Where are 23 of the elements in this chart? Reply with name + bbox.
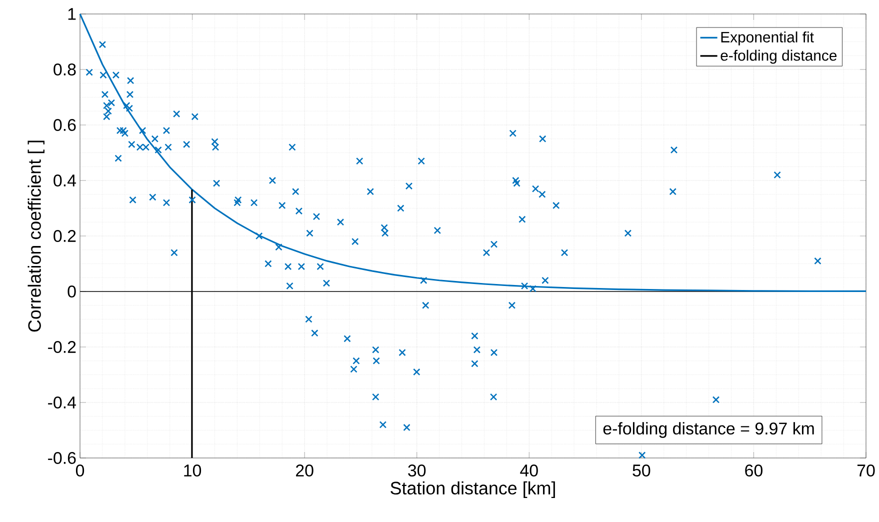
x-tick-label: 10 xyxy=(184,464,202,477)
y-tick-label: 0 xyxy=(68,285,76,298)
y-tick-label: -0.4 xyxy=(48,396,76,408)
x-tick-label: 30 xyxy=(408,464,426,477)
y-axis-title: Correlation coefficient [ ] xyxy=(28,140,44,332)
legend-label: e-folding distance xyxy=(720,50,837,64)
legend-label: Exponential fit xyxy=(721,31,814,46)
y-tick-label: 0.6 xyxy=(54,118,76,131)
x-tick-label: 50 xyxy=(632,464,650,477)
x-tick-label: 20 xyxy=(296,464,314,477)
y-tick-label: 1 xyxy=(68,8,76,20)
annotation: e-folding distance = 9.97 km xyxy=(603,422,814,438)
line-series xyxy=(79,13,867,292)
y-tick-label: 0.4 xyxy=(54,174,76,186)
y-tick-label: -0.6 xyxy=(48,452,76,464)
x-tick-label: 40 xyxy=(520,464,538,477)
y-tick-label: 0.2 xyxy=(54,230,76,242)
x-axis-title: Station distance [km] xyxy=(390,481,555,498)
x-tick-label: 0 xyxy=(76,464,84,477)
y-tick-label: 0.8 xyxy=(54,63,76,76)
x-tick-label: 60 xyxy=(745,464,762,477)
y-tick-label: -0.2 xyxy=(48,340,76,353)
x-tick-label: 70 xyxy=(857,464,875,477)
